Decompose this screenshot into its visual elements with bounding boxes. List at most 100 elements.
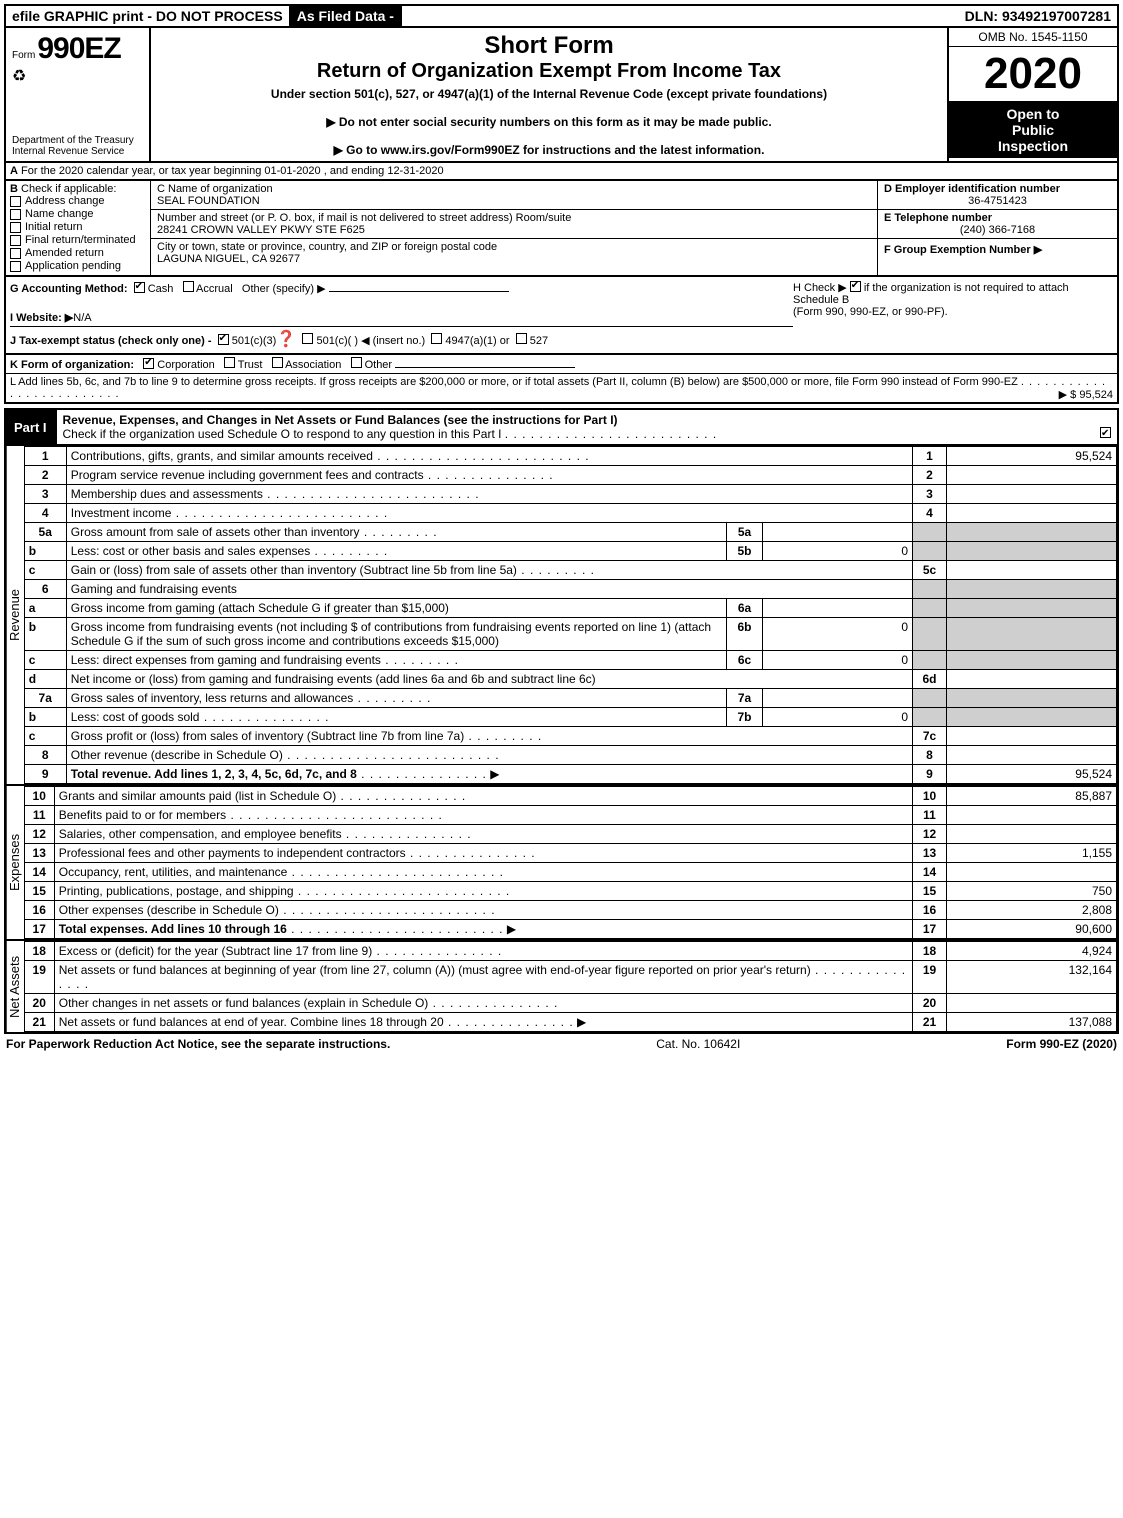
form-number: 990EZ: [37, 32, 120, 66]
section-kl: K Form of organization: Corporation Trus…: [4, 355, 1119, 404]
table-row: cGross profit or (loss) from sales of in…: [24, 727, 1116, 746]
j-label: J Tax-exempt status (check only one) -: [10, 335, 212, 347]
f-label: F Group Exemption Number ▶: [884, 244, 1042, 256]
form-prefix: Form: [12, 50, 35, 61]
treasury-dept: Department of the Treasury Internal Reve…: [12, 135, 143, 157]
table-row: 11Benefits paid to or for members11: [24, 806, 1116, 825]
addr-label: Number and street (or P. O. box, if mail…: [157, 212, 871, 224]
table-row: 3Membership dues and assessments3: [24, 485, 1116, 504]
line-desc: Contributions, gifts, grants, and simila…: [71, 449, 373, 463]
checkbox-assoc[interactable]: [272, 357, 283, 368]
efile-text: efile GRAPHIC print - DO NOT PROCESS: [6, 6, 289, 26]
l-text: L Add lines 5b, 6c, and 7b to line 9 to …: [10, 376, 1018, 388]
line-code: 1: [913, 447, 947, 466]
table-row: dNet income or (loss) from gaming and fu…: [24, 670, 1116, 689]
e-label: E Telephone number: [884, 212, 992, 224]
k-assoc: Association: [285, 359, 341, 371]
table-row: 4Investment income4: [24, 504, 1116, 523]
revenue-section: Revenue 1 Contributions, gifts, grants, a…: [4, 446, 1119, 786]
d-label: D Employer identification number: [884, 183, 1060, 195]
l-amount: ▶ $ 95,524: [1059, 388, 1113, 401]
revenue-sidelabel: Revenue: [6, 446, 24, 784]
tax-year: 2020: [949, 47, 1117, 102]
checkbox-other[interactable]: [351, 357, 362, 368]
group-exemption-row: F Group Exemption Number ▶: [878, 239, 1117, 260]
checkbox-address-change[interactable]: [10, 196, 21, 207]
dots: [505, 427, 717, 441]
checkbox-app-pending[interactable]: [10, 261, 21, 272]
name-change-label: Name change: [25, 208, 94, 220]
checkbox-cash[interactable]: [134, 282, 145, 293]
table-row: 15Printing, publications, postage, and s…: [24, 882, 1116, 901]
checkbox-amended[interactable]: [10, 248, 21, 259]
checkbox-h[interactable]: [850, 281, 861, 292]
section-ghij: G Accounting Method: Cash Accrual Other …: [4, 277, 1119, 355]
initial-return-label: Initial return: [25, 221, 82, 233]
final-return-label: Final return/terminated: [25, 234, 136, 246]
section-def: D Employer identification number 36-4751…: [877, 181, 1117, 275]
checkbox-accrual[interactable]: [183, 281, 194, 292]
table-row: bLess: cost of goods sold7b0: [24, 708, 1116, 727]
checkbox-501c[interactable]: [302, 333, 313, 344]
acct-other-line[interactable]: [329, 291, 509, 292]
checkbox-527[interactable]: [516, 333, 527, 344]
k-trust: Trust: [238, 359, 263, 371]
form-header: Form 990EZ ♻ Department of the Treasury …: [4, 28, 1119, 163]
directive-ssn: ▶ Do not enter social security numbers o…: [159, 115, 939, 129]
table-row: 14Occupancy, rent, utilities, and mainte…: [24, 863, 1116, 882]
checkbox-initial-return[interactable]: [10, 222, 21, 233]
checkbox-corp[interactable]: [143, 358, 154, 369]
revenue-table: 1 Contributions, gifts, grants, and simil…: [24, 446, 1117, 784]
expenses-sidelabel: Expenses: [6, 786, 24, 939]
checkbox-501c3[interactable]: [218, 334, 229, 345]
k-corp: Corporation: [157, 359, 214, 371]
netassets-section: Net Assets 18Excess or (deficit) for the…: [4, 941, 1119, 1034]
app-pending-label: Application pending: [25, 260, 121, 272]
addr-value: 28241 CROWN VALLEY PKWY STE F625: [157, 224, 871, 236]
city-row: City or town, state or province, country…: [151, 239, 877, 267]
checkbox-final-return[interactable]: [10, 235, 21, 246]
line-num: 1: [24, 447, 66, 466]
open-line3: Inspection: [951, 138, 1115, 154]
k-label: K Form of organization:: [10, 359, 134, 371]
return-title: Return of Organization Exempt From Incom…: [159, 60, 939, 83]
cash-label: Cash: [148, 283, 174, 295]
table-row: cLess: direct expenses from gaming and f…: [24, 651, 1116, 670]
accrual-label: Accrual: [196, 283, 233, 295]
checkbox-sched-o[interactable]: [1100, 427, 1111, 438]
checkbox-4947[interactable]: [431, 333, 442, 344]
line-a-label: A: [10, 165, 18, 177]
dept-line2: Internal Revenue Service: [12, 146, 143, 157]
open-line1: Open to: [951, 106, 1115, 122]
page: efile GRAPHIC print - DO NOT PROCESS As …: [0, 0, 1123, 1058]
table-row: bLess: cost or other basis and sales exp…: [24, 542, 1116, 561]
line-a-text: For the 2020 calendar year, or tax year …: [21, 165, 444, 177]
j-opt3: 4947(a)(1) or: [445, 335, 509, 347]
section-c: C Name of organization SEAL FOUNDATION N…: [151, 181, 877, 275]
website-value: N/A: [73, 312, 91, 324]
table-row: 16Other expenses (describe in Schedule O…: [24, 901, 1116, 920]
checkbox-name-change[interactable]: [10, 209, 21, 220]
directive-goto-text: ▶ Go to www.irs.gov/Form990EZ for instru…: [334, 143, 765, 157]
section-b: B Check if applicable: Address change Na…: [6, 181, 151, 275]
j-opt4: 527: [530, 335, 548, 347]
j-opt1: 501(c)(3): [232, 335, 277, 347]
table-row: 7aGross sales of inventory, less returns…: [24, 689, 1116, 708]
expenses-section: Expenses 10Grants and similar amounts pa…: [4, 786, 1119, 941]
form-number-block: Form 990EZ: [12, 32, 143, 66]
addr-change-label: Address change: [25, 195, 105, 207]
line-amount: 95,524: [947, 447, 1117, 466]
open-line2: Public: [951, 122, 1115, 138]
header-right: OMB No. 1545-1150 2020 Open to Public In…: [947, 28, 1117, 161]
b-label: B: [10, 183, 18, 195]
table-row: 12Salaries, other compensation, and empl…: [24, 825, 1116, 844]
part1-check-line: Check if the organization used Schedule …: [63, 427, 502, 441]
section-h: H Check ▶ if the organization is not req…: [793, 281, 1113, 349]
checkbox-trust[interactable]: [224, 357, 235, 368]
table-row: 8Other revenue (describe in Schedule O)8: [24, 746, 1116, 765]
dln-text: DLN: 93492197007281: [959, 6, 1117, 26]
org-name: SEAL FOUNDATION: [157, 195, 871, 207]
ein-row: D Employer identification number 36-4751…: [878, 181, 1117, 210]
footer-mid: Cat. No. 10642I: [656, 1037, 740, 1051]
k-other-line[interactable]: [395, 367, 575, 368]
